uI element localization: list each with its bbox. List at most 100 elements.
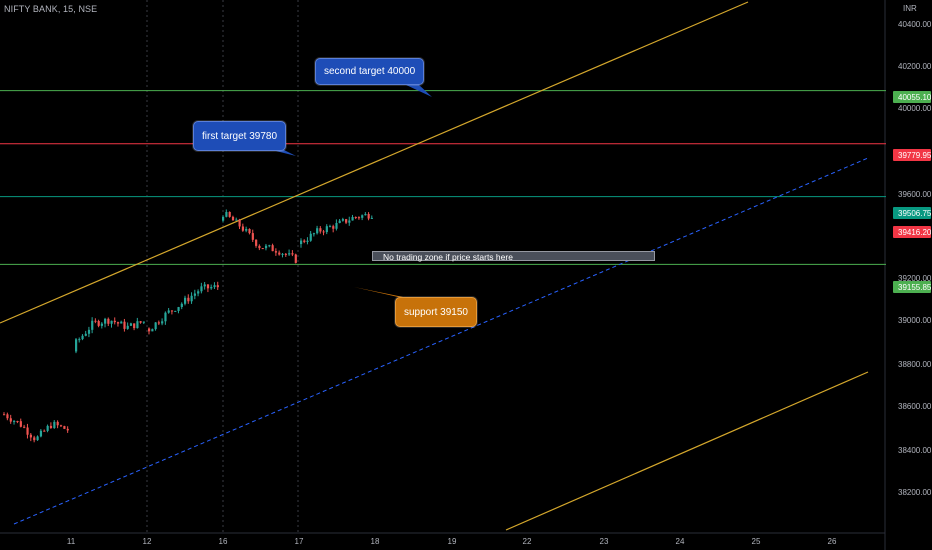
- time-tick-label: 16: [219, 537, 228, 546]
- price-tag-label: 39506.75: [898, 209, 932, 218]
- candle-body: [316, 228, 319, 234]
- support-tail: [354, 287, 408, 298]
- first-target-callout[interactable]: first target 39780: [193, 121, 287, 151]
- candle-body: [157, 322, 161, 324]
- candle-body: [261, 248, 264, 250]
- price-tag-label: 39416.20: [898, 228, 932, 237]
- candle-body: [328, 226, 332, 228]
- candle-body: [3, 414, 6, 416]
- price-tag-box: [893, 281, 931, 293]
- price-tick-label: 39600.00: [898, 190, 932, 199]
- candle-body: [341, 219, 345, 221]
- second-target-callout[interactable]: second target 40000: [315, 58, 425, 85]
- price-tag-label: 40055.10: [898, 93, 932, 102]
- price-tag-label: 39779.95: [898, 151, 932, 160]
- candle-body: [370, 217, 373, 219]
- candle-body: [87, 329, 91, 334]
- price-tag-box: [893, 149, 931, 161]
- candle-body: [332, 226, 335, 229]
- time-tick-label: 11: [67, 537, 76, 546]
- candle-body: [100, 323, 104, 326]
- price-tag-label: 39155.85: [898, 283, 932, 292]
- candle-body: [354, 217, 357, 219]
- candle-body: [213, 285, 216, 288]
- time-tick-label: 24: [676, 537, 685, 546]
- candle-body: [167, 310, 170, 313]
- time-tick-label: 25: [752, 537, 761, 546]
- candle-body: [335, 222, 338, 229]
- candle-body: [63, 426, 66, 429]
- lower-trendline: [505, 371, 869, 531]
- candle-body: [104, 318, 107, 324]
- candle-body: [136, 321, 139, 329]
- candle-body: [284, 253, 287, 255]
- candle-body: [59, 425, 63, 427]
- candle-body: [184, 297, 187, 304]
- candle-body: [53, 421, 56, 428]
- price-tick-label: 38800.00: [898, 360, 932, 369]
- symbol-title: NIFTY BANK, 15, NSE: [4, 4, 98, 14]
- candle-body: [281, 253, 284, 255]
- currency-label: INR: [903, 4, 917, 13]
- time-tick-label: 12: [143, 537, 152, 546]
- no-trading-zone-box[interactable]: No trading zone if price starts here: [372, 251, 655, 262]
- upper-trendline: [0, 1, 749, 324]
- candle-body: [245, 228, 248, 231]
- price-tick-label: 38600.00: [898, 402, 932, 411]
- candle-body: [322, 231, 325, 233]
- candle-body: [241, 226, 245, 231]
- time-tick-label: 26: [828, 537, 837, 546]
- candle-body: [170, 310, 174, 312]
- candle-body: [338, 220, 341, 223]
- time-tick-label: 23: [600, 537, 609, 546]
- candle-body: [303, 240, 306, 242]
- price-tag: 39416.20: [893, 226, 932, 238]
- candle-body: [206, 284, 210, 289]
- price-tick-label: 40400.00: [898, 20, 932, 29]
- candle-body: [348, 220, 351, 223]
- time-tick-label: 18: [371, 537, 380, 546]
- price-tick-label: 38400.00: [898, 446, 932, 455]
- candle-body: [110, 320, 113, 324]
- candle-body: [78, 339, 81, 341]
- price-tag-box: [893, 91, 931, 103]
- candle-body: [19, 421, 22, 427]
- candle-body: [255, 239, 258, 246]
- candle-body: [222, 216, 225, 221]
- candle-body: [75, 339, 78, 352]
- candle-body: [258, 245, 261, 249]
- candle-body: [325, 226, 328, 233]
- candle-body: [197, 291, 200, 294]
- candle-body: [309, 233, 312, 241]
- candle-body: [9, 418, 12, 422]
- candle-body: [367, 213, 370, 219]
- candle-body: [133, 323, 136, 329]
- price-tag: 40055.10: [893, 91, 932, 103]
- candle-body: [142, 321, 145, 323]
- price-tick-label: 40000.00: [898, 104, 932, 113]
- candle-body: [126, 325, 129, 329]
- candle-body: [312, 233, 316, 235]
- price-tick-label: 39000.00: [898, 316, 932, 325]
- candle-body: [151, 329, 154, 332]
- candle-body: [36, 436, 39, 441]
- price-tick-label: 40200.00: [898, 62, 932, 71]
- price-tick-label: 38200.00: [898, 488, 932, 497]
- candle-body: [251, 233, 254, 240]
- candle-body: [278, 252, 281, 255]
- candle-body: [43, 430, 46, 432]
- candle-body: [139, 321, 142, 323]
- candle-body: [148, 328, 151, 332]
- support-callout[interactable]: support 39150: [395, 297, 477, 327]
- candle-body: [84, 333, 87, 336]
- candle-body: [291, 253, 294, 255]
- dashed-channel-line: [13, 157, 869, 525]
- candle-body: [116, 322, 120, 324]
- price-tick-label: 39200.00: [898, 274, 932, 283]
- time-tick-label: 19: [448, 537, 457, 546]
- candle-body: [288, 253, 291, 255]
- candle-body: [225, 212, 228, 217]
- candle-body: [49, 425, 53, 428]
- candle-body: [81, 335, 84, 340]
